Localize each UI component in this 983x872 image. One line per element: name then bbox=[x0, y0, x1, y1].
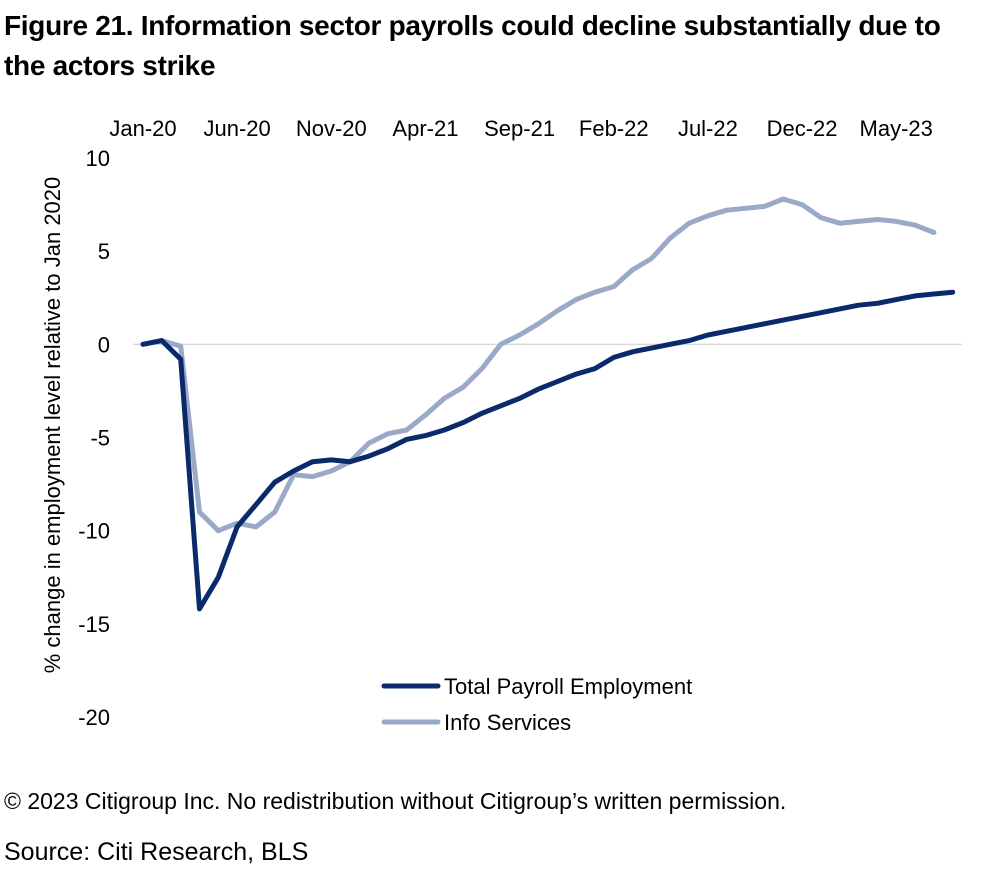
y-tick-label: -5 bbox=[90, 426, 110, 451]
y-tick-label: 5 bbox=[98, 239, 110, 264]
legend-label: Total Payroll Employment bbox=[444, 674, 692, 699]
x-tick-label: Jun-20 bbox=[204, 116, 271, 141]
series-line-total-payroll bbox=[140, 289, 956, 612]
x-tick-label: Dec-22 bbox=[767, 116, 838, 141]
x-tick-label: Jan-20 bbox=[109, 116, 176, 141]
x-tick-label: Feb-22 bbox=[579, 116, 649, 141]
y-tick-label: 10 bbox=[86, 146, 110, 171]
y-axis-label: % change in employment level relative to… bbox=[40, 177, 65, 674]
copyright-notice: © 2023 Citigroup Inc. No redistribution … bbox=[4, 788, 787, 814]
x-tick-label: Nov-20 bbox=[296, 116, 367, 141]
legend-label: Info Services bbox=[444, 710, 571, 735]
series-line-info-services bbox=[140, 196, 937, 534]
x-tick-label: Jul-22 bbox=[678, 116, 738, 141]
x-tick-label: Apr-21 bbox=[392, 116, 458, 141]
chart-title: Figure 21. Information sector payrolls c… bbox=[4, 10, 941, 81]
x-tick-label: May-23 bbox=[860, 116, 933, 141]
x-tick-label: Sep-21 bbox=[484, 116, 555, 141]
y-tick-label: -20 bbox=[78, 705, 110, 730]
source-note: Source: Citi Research, BLS bbox=[4, 838, 309, 866]
y-tick-label: -10 bbox=[78, 519, 110, 544]
y-tick-label: 0 bbox=[98, 332, 110, 357]
y-tick-label: -15 bbox=[78, 612, 110, 637]
